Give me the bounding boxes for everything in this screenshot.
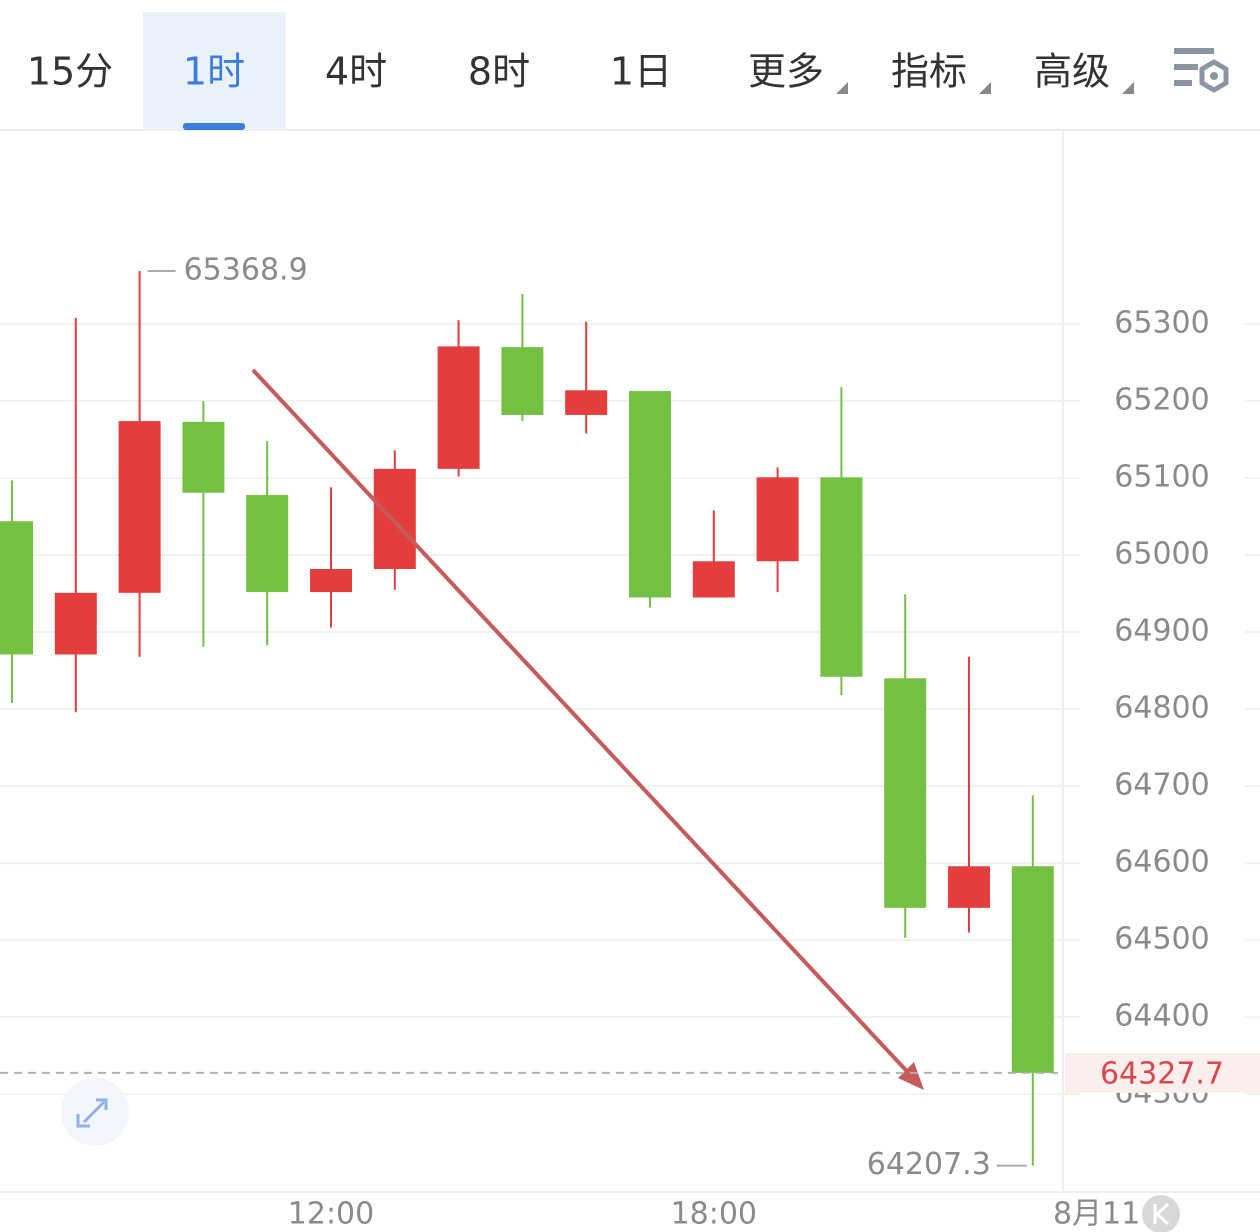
- tab-label: 8时: [468, 50, 530, 94]
- icon-bar: [1174, 80, 1192, 86]
- max-label: 65368.9: [184, 253, 308, 288]
- candle-body: [437, 346, 480, 469]
- y-tick-label: 64800: [1114, 691, 1209, 726]
- y-tick-label: 65100: [1114, 460, 1209, 495]
- tab-label: 1日: [610, 50, 672, 94]
- tab-underline: [183, 123, 245, 130]
- candle-body: [629, 391, 671, 598]
- min-label: 64207.3: [867, 1147, 991, 1182]
- current-price-label: 64327.7: [1100, 1056, 1224, 1091]
- y-tick-label: 64400: [1114, 999, 1209, 1034]
- tab[interactable]: 更多: [748, 50, 848, 95]
- y-tick-label: 65000: [1114, 537, 1209, 572]
- trend-arrow: [251, 368, 917, 1082]
- tab-label: 15分: [27, 50, 113, 94]
- plot: [0, 271, 1260, 1166]
- icon-bar: [1174, 48, 1214, 54]
- tab-label: 高级: [1034, 50, 1110, 94]
- badge-glyph: [1153, 1202, 1170, 1226]
- dropdown-caret: [1122, 82, 1134, 94]
- candle-body: [246, 495, 289, 593]
- tab[interactable]: 1时: [143, 12, 286, 130]
- candle-body: [884, 678, 927, 908]
- settings-icon[interactable]: [1174, 48, 1229, 93]
- current-price-bg: [1065, 1052, 1260, 1093]
- candle-body: [118, 421, 161, 593]
- expand-glyph: [76, 1098, 108, 1128]
- y-tick-label: 65200: [1114, 383, 1209, 418]
- candle-body: [54, 592, 97, 655]
- y-tick-label: 64500: [1114, 922, 1209, 957]
- x-tick-label: 18:00: [671, 1197, 757, 1232]
- dropdown-caret: [836, 82, 848, 94]
- tab-active-bg: [143, 12, 286, 130]
- candle-body: [756, 477, 799, 562]
- y-tick-label: 65300: [1114, 306, 1209, 341]
- x-tick-label: 8月11: [1053, 1197, 1140, 1232]
- candle-body: [501, 347, 544, 415]
- candle-body: [948, 866, 990, 908]
- tab[interactable]: 4时: [325, 50, 387, 94]
- tab[interactable]: 1日: [610, 50, 672, 94]
- tab[interactable]: 15分: [27, 50, 113, 94]
- candle-body: [1011, 866, 1054, 1073]
- y-tick-label: 64900: [1114, 614, 1209, 649]
- arrow-head: [898, 1062, 924, 1090]
- y-tick-label: 64600: [1114, 845, 1209, 880]
- icon-dot: [1210, 72, 1218, 80]
- tab-label: 1时: [183, 50, 245, 94]
- icon-hex: [1199, 59, 1229, 93]
- candle-body: [0, 521, 33, 655]
- candle-body: [820, 477, 863, 677]
- expand-button[interactable]: [61, 1078, 129, 1146]
- tab[interactable]: 高级: [1034, 50, 1134, 95]
- tab[interactable]: 8时: [468, 50, 530, 94]
- icon-bar: [1174, 64, 1198, 70]
- candle-body: [182, 421, 225, 493]
- k-badge[interactable]: [1142, 1195, 1180, 1232]
- x-tick-label: 12:00: [288, 1197, 374, 1232]
- candle-body: [565, 390, 608, 415]
- tab-label: 指标: [891, 50, 967, 94]
- dropdown-caret: [979, 82, 991, 94]
- y-tick-label: 64700: [1114, 768, 1209, 803]
- badge-bg: [1142, 1195, 1180, 1232]
- candle-body: [692, 561, 735, 598]
- tab-label: 更多: [748, 50, 824, 94]
- candle-body: [373, 468, 416, 569]
- tab[interactable]: 指标: [891, 50, 991, 95]
- tab-label: 4时: [325, 50, 387, 94]
- candle-body: [310, 568, 352, 593]
